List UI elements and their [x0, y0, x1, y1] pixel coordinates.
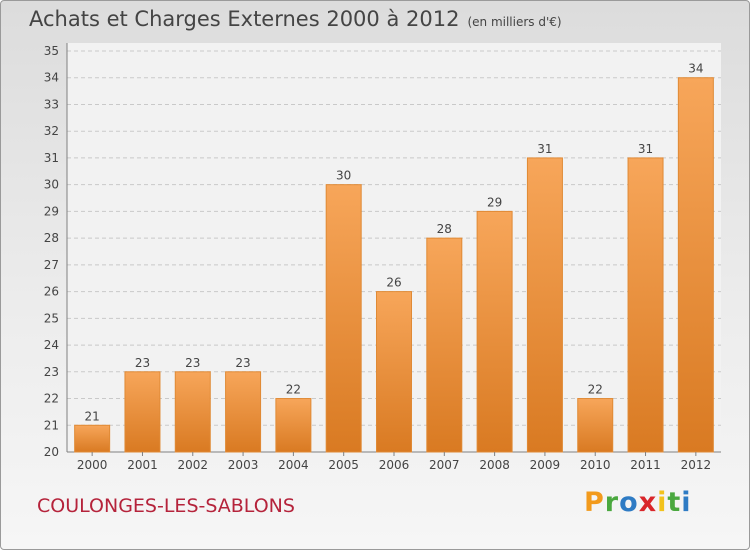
x-tick-label: 2009: [530, 458, 561, 472]
logo-letter: o: [619, 487, 639, 518]
bar: [577, 398, 614, 453]
y-tick-label: 20: [44, 445, 59, 459]
bar: [74, 424, 111, 453]
bar: [426, 237, 463, 453]
bar: [124, 371, 161, 453]
y-tick-label: 25: [44, 311, 59, 325]
y-tick-label: 28: [44, 231, 59, 245]
logo-letter: r: [604, 487, 620, 518]
bar: [174, 371, 211, 453]
x-tick-label: 2012: [681, 458, 712, 472]
y-tick-label: 27: [44, 258, 59, 272]
y-tick-label: 29: [44, 204, 59, 218]
data-label: 30: [336, 169, 351, 183]
y-tick-label: 32: [44, 124, 59, 138]
x-tick-label: 2001: [127, 458, 158, 472]
y-tick-label: 34: [44, 71, 59, 85]
logo-letter: i: [657, 487, 668, 518]
x-tick-label: 2008: [479, 458, 510, 472]
bar: [376, 291, 412, 453]
y-tick-label: 30: [44, 178, 59, 192]
data-label: 29: [487, 195, 502, 209]
logo-letter: x: [638, 487, 658, 518]
data-label: 23: [135, 356, 150, 370]
y-tick-label: 35: [44, 44, 59, 58]
x-tick-label: 2010: [580, 458, 611, 472]
commune-name: COULONGES-LES-SABLONS: [37, 495, 295, 517]
y-tick-label: 24: [44, 338, 59, 352]
data-label: 28: [437, 222, 452, 236]
data-label: 23: [235, 356, 250, 370]
y-tick-label: 21: [44, 418, 59, 432]
proxiti-logo: Proxiti: [584, 487, 692, 518]
logo-letter: t: [667, 487, 682, 518]
chart-unit: (en milliers d'€): [467, 15, 562, 29]
x-tick-label: 2006: [379, 458, 410, 472]
x-tick-label: 2000: [77, 458, 108, 472]
data-label: 23: [185, 356, 200, 370]
bar: [526, 157, 563, 453]
logo-letter: i: [681, 487, 692, 518]
x-tick-label: 2003: [228, 458, 259, 472]
bar: [627, 157, 664, 453]
bar: [476, 210, 513, 453]
bar: [325, 184, 362, 453]
logo-letter: P: [584, 487, 605, 518]
data-label: 34: [688, 62, 703, 76]
x-tick-label: 2002: [177, 458, 208, 472]
y-tick-label: 22: [44, 392, 59, 406]
y-tick-label: 26: [44, 285, 59, 299]
chart-title-text: Achats et Charges Externes 2000 à 2012: [29, 7, 460, 31]
bar: [677, 77, 714, 453]
y-tick-label: 33: [44, 97, 59, 111]
data-label: 22: [588, 383, 603, 397]
data-label: 31: [537, 142, 552, 156]
x-tick-label: 2004: [278, 458, 309, 472]
x-tick-label: 2011: [630, 458, 661, 472]
y-tick-label: 31: [44, 151, 59, 165]
y-tick-label: 23: [44, 365, 59, 379]
data-label: 31: [638, 142, 653, 156]
data-label: 21: [85, 409, 100, 423]
x-tick-label: 2007: [429, 458, 460, 472]
x-tick-label: 2005: [328, 458, 359, 472]
bar: [275, 398, 312, 453]
data-label: 26: [386, 276, 401, 290]
chart-title: Achats et Charges Externes 2000 à 2012 (e…: [29, 7, 562, 31]
bar: [225, 371, 262, 453]
data-label: 22: [286, 383, 301, 397]
